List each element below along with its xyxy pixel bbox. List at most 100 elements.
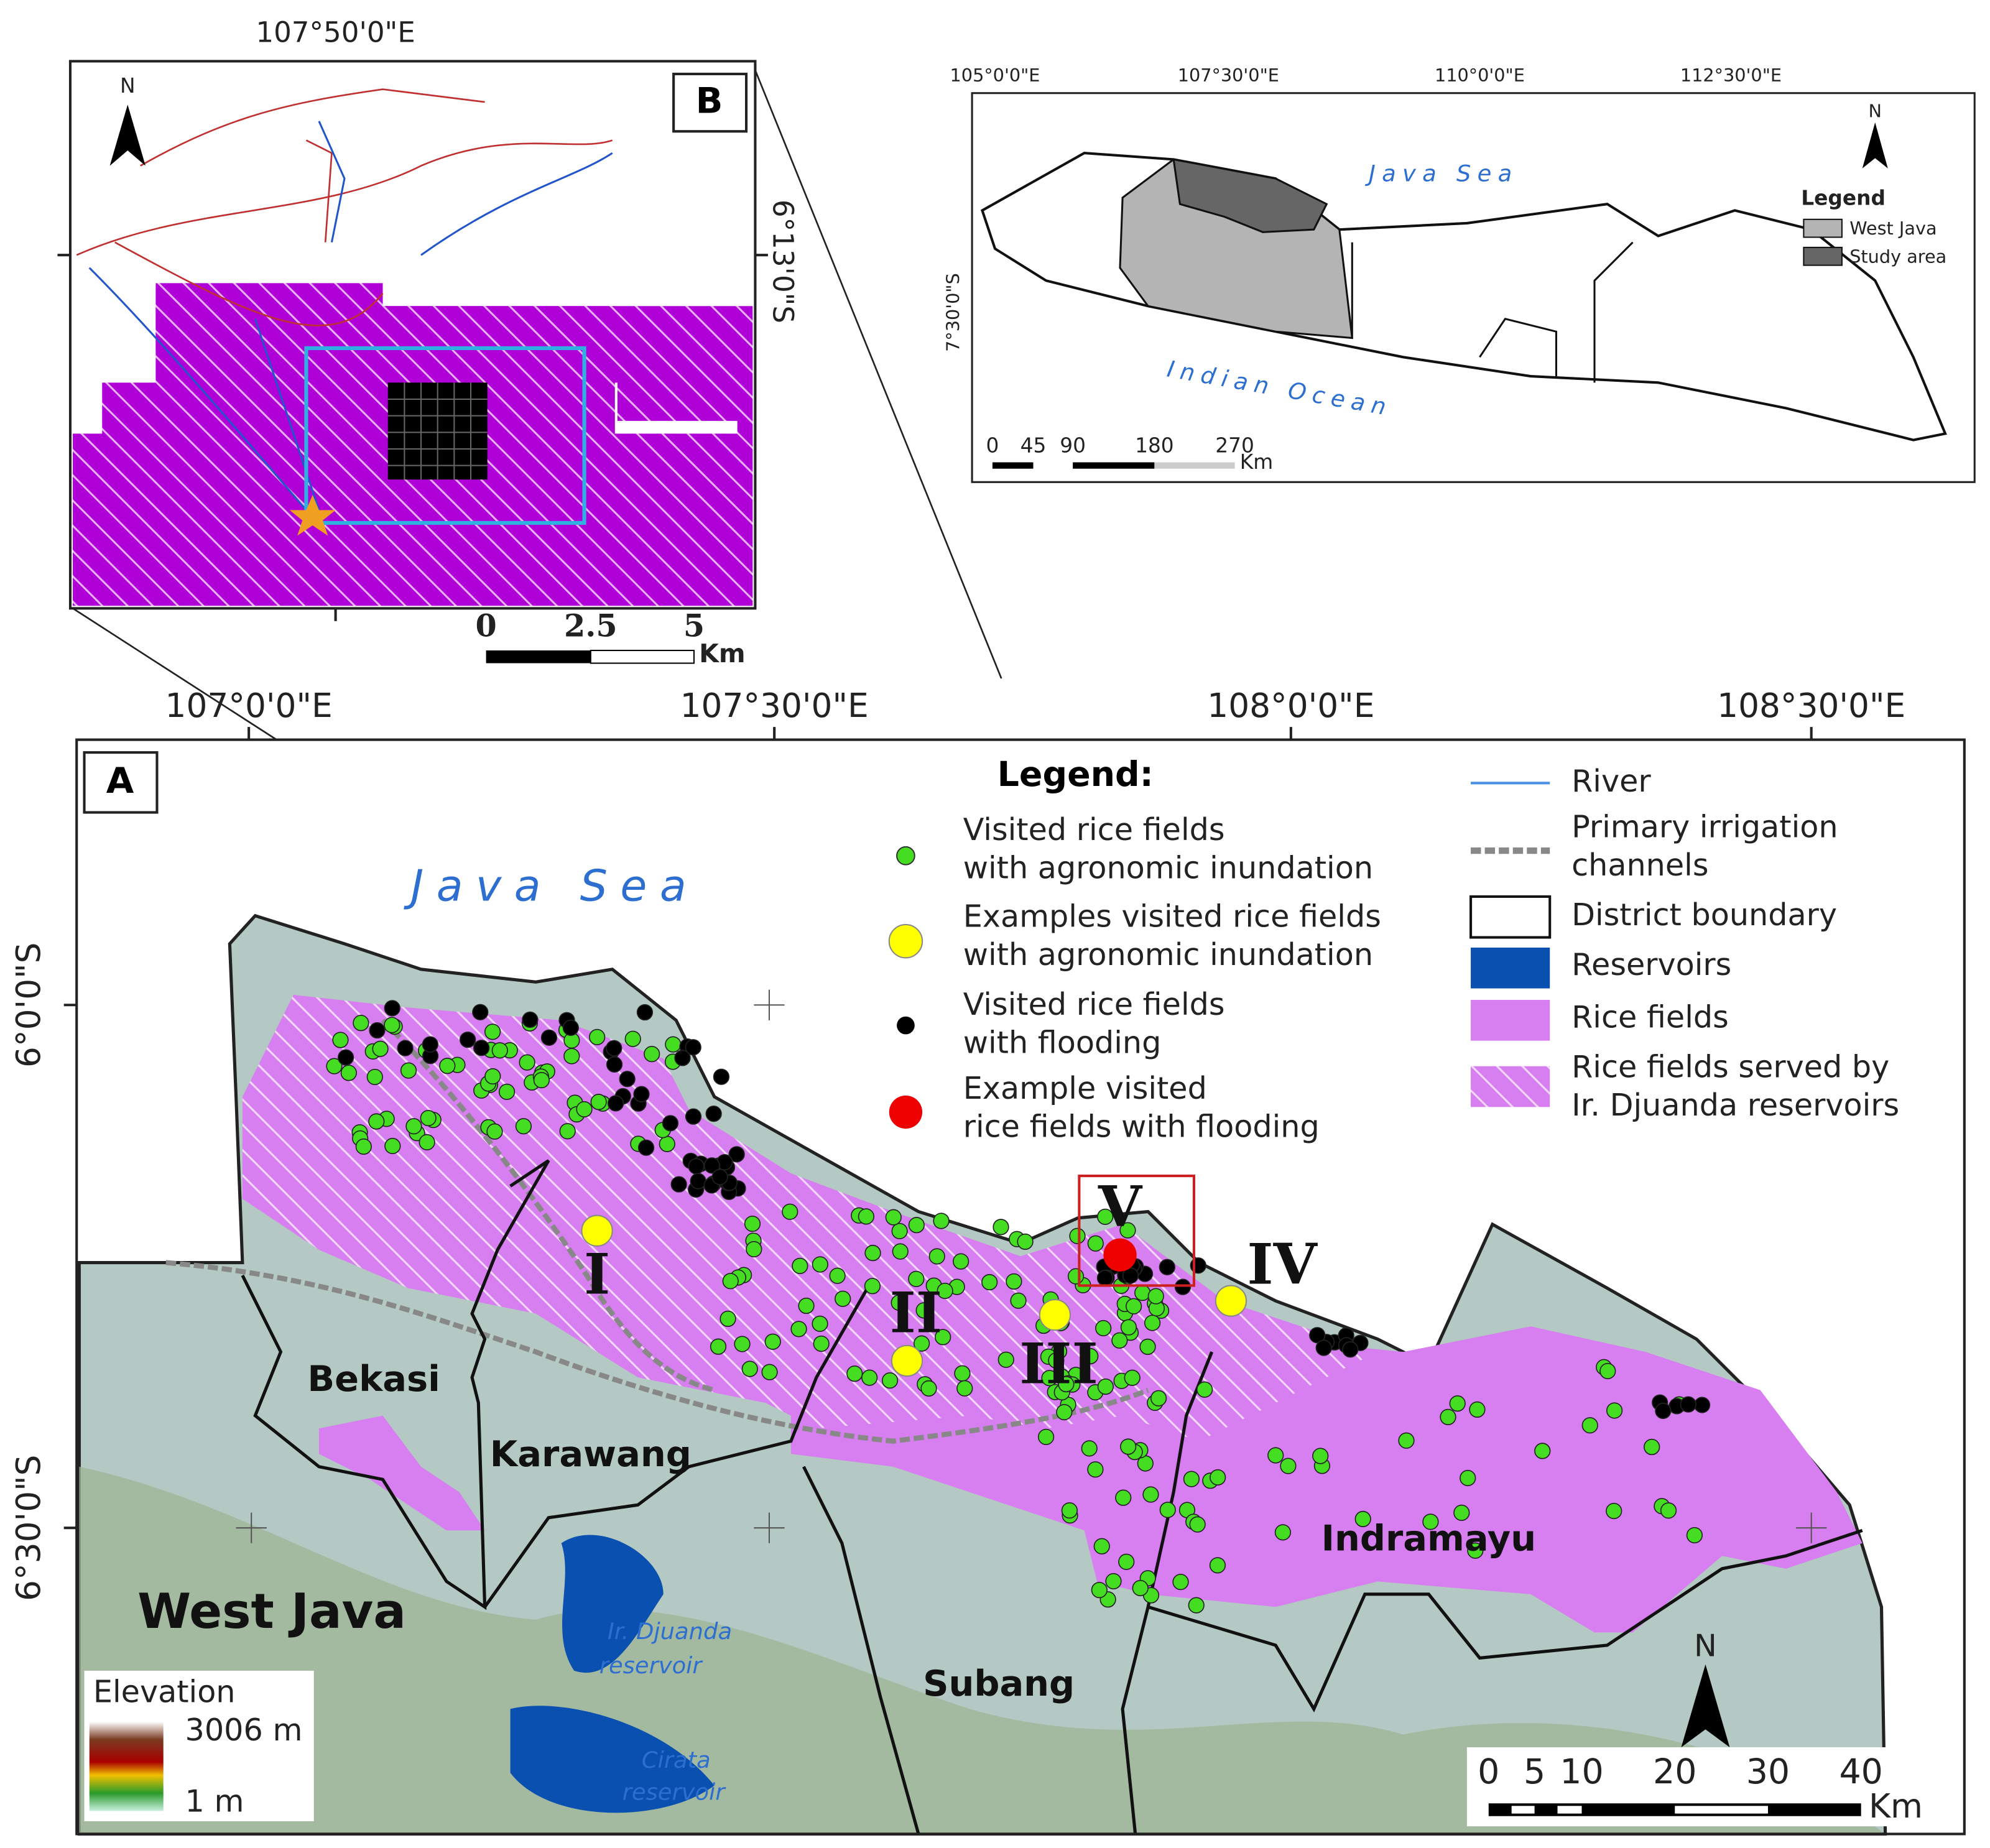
legend-symbol xyxy=(1471,947,1550,989)
map-label: A xyxy=(106,760,134,802)
lon-label: 107°0'0"E xyxy=(165,686,333,725)
site-dot xyxy=(563,1048,580,1065)
legend-item: Rice fields xyxy=(1571,999,1729,1035)
site-dot xyxy=(705,1105,722,1122)
site-dot xyxy=(1006,1273,1022,1290)
site-dot xyxy=(400,1062,417,1079)
legend-item: with flooding xyxy=(963,1024,1162,1060)
site-dot xyxy=(1097,1378,1114,1395)
site-dot xyxy=(1693,1397,1711,1413)
site-dot xyxy=(1056,1403,1073,1421)
site-dot xyxy=(1142,1486,1159,1503)
site-dot xyxy=(1534,1443,1551,1459)
legend-item: Reservoirs xyxy=(1571,946,1731,982)
place-label: Bekasi xyxy=(307,1358,440,1400)
legend-item: channels xyxy=(1571,847,1708,883)
site-dot xyxy=(1189,1516,1206,1533)
site-dot xyxy=(491,1042,508,1059)
site-dot xyxy=(1091,1581,1108,1599)
north-arrow xyxy=(109,104,146,166)
site-dot xyxy=(576,1101,593,1118)
site-dot xyxy=(913,1335,930,1352)
site-dot xyxy=(562,1019,579,1036)
site-dot xyxy=(835,1290,851,1307)
legend-item: Example visited xyxy=(963,1070,1207,1106)
scale-bar xyxy=(590,650,695,664)
site-dot xyxy=(1119,1222,1136,1239)
site-dot xyxy=(1087,1461,1104,1478)
site-dot xyxy=(368,1113,385,1130)
place-label: Indramayu xyxy=(1321,1517,1536,1559)
site-dot xyxy=(515,1118,532,1135)
site-dot xyxy=(1686,1527,1703,1544)
site-dot xyxy=(439,1058,456,1074)
site-dot xyxy=(607,1095,624,1112)
scale-bar xyxy=(486,650,591,663)
legend-item: Primary irrigation xyxy=(1571,809,1838,845)
site-dot xyxy=(665,1036,682,1053)
graticule xyxy=(236,989,1827,1543)
main-map: I II III IV V Bekasi Karawang West Java … xyxy=(9,686,1966,1836)
site-dot xyxy=(326,1058,343,1074)
site-dot xyxy=(1087,1235,1104,1252)
site-dot xyxy=(484,1023,501,1040)
site-dot xyxy=(369,1022,386,1039)
lon-label: 110°0'0"E xyxy=(1435,65,1525,86)
site-dot xyxy=(659,1135,675,1152)
legend-item: Rice fields served by xyxy=(1571,1048,1889,1084)
legend-item: Study area xyxy=(1849,246,1946,267)
place-label: Karawang xyxy=(490,1433,692,1475)
site-dot xyxy=(746,1240,762,1258)
lon-label: 112°30'0"E xyxy=(1680,65,1782,86)
site-label: V xyxy=(1098,1174,1143,1240)
legend-item: with agronomic inundation xyxy=(963,936,1373,973)
site-dot xyxy=(1680,1396,1696,1413)
label-box xyxy=(672,72,748,133)
site-dot xyxy=(1655,1402,1672,1420)
site-dot xyxy=(1105,1573,1122,1590)
site-dot xyxy=(633,1086,650,1102)
site-dot xyxy=(792,1257,808,1274)
site-dot xyxy=(1660,1502,1677,1519)
legend-title: Legend xyxy=(1801,186,1886,210)
site-dot xyxy=(892,1243,909,1260)
scale-label: 10 xyxy=(1560,1752,1603,1792)
site-dot xyxy=(846,1365,863,1382)
lon-label: 107°30'0"E xyxy=(1178,65,1279,86)
rivers xyxy=(88,121,613,511)
site-dot xyxy=(720,1310,736,1328)
sea-label: Java Sea xyxy=(404,861,699,912)
site-dot xyxy=(674,1050,691,1066)
site-dot xyxy=(473,1040,490,1056)
legend-symbol xyxy=(888,924,923,959)
site-dot xyxy=(355,1138,372,1155)
site-dot xyxy=(864,1244,881,1262)
example-site xyxy=(1215,1285,1247,1317)
site-dot xyxy=(1069,1227,1086,1244)
site-dot xyxy=(728,1146,745,1163)
site-dot xyxy=(1209,1557,1226,1574)
legend-symbol xyxy=(1471,1066,1550,1107)
legend-item: Visited rice fields xyxy=(963,811,1225,848)
lon-label: 107°30'0"E xyxy=(680,686,869,725)
scale-label: 0 xyxy=(1478,1752,1499,1792)
legend-item: West Java xyxy=(1849,218,1937,239)
north-label: N xyxy=(120,74,136,98)
elevation-max: 3006 m xyxy=(185,1712,303,1748)
site-dot xyxy=(812,1315,828,1332)
study-area xyxy=(1172,158,1328,233)
site-dot xyxy=(353,1015,369,1032)
site-dot xyxy=(1159,1502,1176,1518)
legend-item: with agronomic inundation xyxy=(963,849,1373,885)
site-dot xyxy=(459,1031,476,1048)
site-dot xyxy=(1048,1352,1065,1369)
site-dot xyxy=(685,1108,702,1125)
study-box xyxy=(304,346,586,525)
site-dot xyxy=(1467,1542,1484,1559)
lat-label: 6°0'0"S xyxy=(9,943,48,1068)
site-dot xyxy=(764,1333,781,1350)
site-dot xyxy=(1188,1597,1205,1614)
site-dot xyxy=(405,1118,422,1135)
site-dot xyxy=(337,1049,354,1066)
